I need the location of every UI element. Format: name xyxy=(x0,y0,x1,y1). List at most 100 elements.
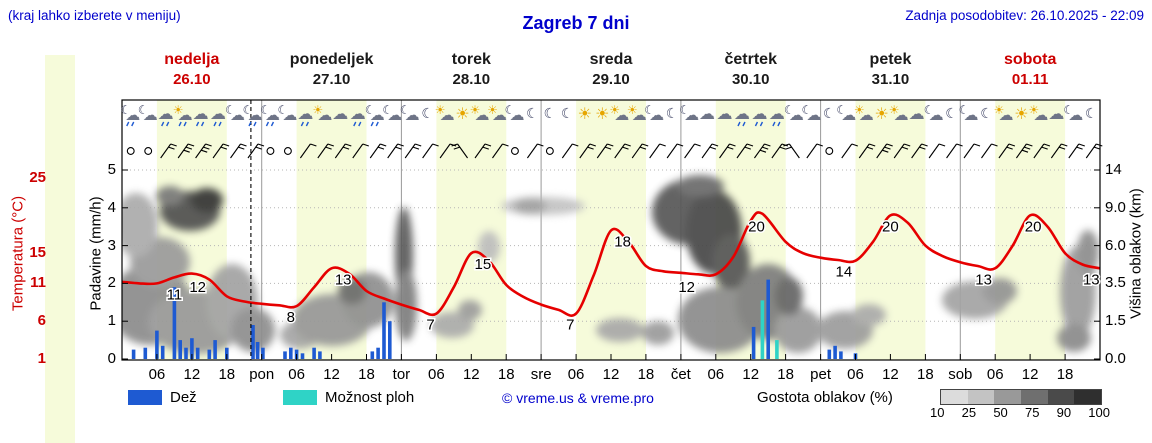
cloud-density-gradient xyxy=(940,389,1102,405)
density-tick: 100 xyxy=(1088,405,1110,420)
svg-text:18: 18 xyxy=(614,234,631,251)
density-tick: 10 xyxy=(930,405,945,420)
x-axis-label: 12 xyxy=(323,366,340,383)
svg-text:☀: ☀ xyxy=(578,104,592,123)
cloud-density-ticks: 10 25 50 75 90 100 xyxy=(930,405,1110,420)
day-headers: nedelja 26.10 ponedeljek 27.10 torek 28.10… xyxy=(122,50,1100,89)
wind-barbs xyxy=(126,143,1103,159)
day-name: petek xyxy=(869,51,912,68)
svg-text:☀: ☀ xyxy=(1014,104,1028,123)
svg-text:☁: ☁ xyxy=(405,106,420,124)
svg-text:14: 14 xyxy=(836,264,853,281)
day-date: 01.11 xyxy=(1011,71,1049,88)
svg-text:☁: ☁ xyxy=(475,106,490,124)
day-name: sreda xyxy=(589,51,633,68)
svg-text:☾: ☾ xyxy=(544,106,557,122)
ctick-value: 1.5 xyxy=(1105,312,1126,330)
svg-text:☾: ☾ xyxy=(421,106,434,122)
svg-text:☾: ☾ xyxy=(666,106,679,122)
day-date: 28.10 xyxy=(452,71,491,88)
svg-text:☾: ☾ xyxy=(836,103,847,117)
temperature-curve xyxy=(122,211,1100,317)
copyright-link[interactable]: © vreme.us & vreme.pro xyxy=(502,390,654,406)
day-name: sobota xyxy=(1003,51,1057,68)
svg-text:☁: ☁ xyxy=(125,106,140,124)
cloud-density-label: Gostota oblakov (%) xyxy=(757,389,893,406)
svg-text:☁: ☁ xyxy=(509,106,524,124)
rain-legend-label: Dež xyxy=(170,389,197,406)
svg-text:☁: ☁ xyxy=(492,106,507,124)
day-header: sobota 01.11 xyxy=(960,50,1100,89)
svg-text:20: 20 xyxy=(748,218,765,235)
left-accent-strip xyxy=(45,55,75,443)
svg-text:☾: ☾ xyxy=(382,103,393,117)
day-header: torek 28.10 xyxy=(401,50,541,89)
x-axis-label: 12 xyxy=(462,366,480,383)
x-axis-label: 12 xyxy=(742,366,760,383)
svg-text:7: 7 xyxy=(566,317,574,334)
ctick-value: 6.0 xyxy=(1105,236,1126,254)
svg-text:11: 11 xyxy=(167,286,183,303)
ctick-value: 9.0 xyxy=(1105,198,1126,216)
day-bands xyxy=(156,100,1066,360)
svg-text:☁: ☁ xyxy=(193,104,209,123)
svg-text:☾: ☾ xyxy=(959,103,970,117)
svg-text:13: 13 xyxy=(1083,271,1100,288)
svg-text:☁: ☁ xyxy=(841,106,856,124)
day-name: nedelja xyxy=(164,51,220,68)
svg-text:12: 12 xyxy=(189,279,206,296)
x-axis-label: čet xyxy=(670,366,691,383)
ctick-value: 3.5 xyxy=(1105,274,1126,292)
svg-text:☁: ☁ xyxy=(230,106,245,124)
svg-text:☾: ☾ xyxy=(120,103,131,117)
svg-text:☀: ☀ xyxy=(595,104,609,123)
svg-text:☀: ☀ xyxy=(875,104,889,123)
x-axis-label: 06 xyxy=(986,366,1004,383)
showers-legend-swatch xyxy=(283,390,317,405)
svg-text:☀: ☀ xyxy=(627,103,638,117)
temp-value-labels: 11 12 8 13 7 15 7 18 12 20 14 20 13 20 13 xyxy=(165,217,1101,335)
svg-text:☀: ☀ xyxy=(994,103,1005,117)
density-tick: 75 xyxy=(1024,405,1040,420)
svg-text:☁: ☁ xyxy=(632,106,647,124)
axis-tick-marks xyxy=(122,169,1100,360)
svg-text:☁: ☁ xyxy=(370,106,385,124)
svg-text:☁: ☁ xyxy=(158,104,174,123)
svg-text:☾: ☾ xyxy=(1063,103,1074,117)
x-axis-label: sob xyxy=(948,366,973,383)
svg-text:☾: ☾ xyxy=(365,103,376,117)
svg-text:☀: ☀ xyxy=(889,103,900,117)
ptick-value: 0 xyxy=(107,350,116,367)
svg-text:☀: ☀ xyxy=(1028,103,1039,117)
svg-text:☁: ☁ xyxy=(859,106,874,124)
svg-text:☁: ☁ xyxy=(210,104,226,123)
svg-text:☁: ☁ xyxy=(332,104,348,123)
x-axis-label: 18 xyxy=(637,366,655,383)
showers-legend-label: Možnost ploh xyxy=(325,389,415,406)
svg-text:☾: ☾ xyxy=(138,103,149,117)
svg-text:☾: ☾ xyxy=(243,103,254,117)
x-axis-label: 06 xyxy=(567,366,585,383)
svg-text:☁: ☁ xyxy=(699,104,715,123)
ptick-value: 3 xyxy=(107,236,116,254)
ptick-value: 4 xyxy=(107,198,116,216)
density-tick: 25 xyxy=(961,405,977,420)
day-name: torek xyxy=(451,51,491,68)
ctick-value: 0.0 xyxy=(1105,350,1126,367)
svg-text:☁: ☁ xyxy=(717,104,733,123)
svg-text:☾: ☾ xyxy=(980,106,993,122)
page-title: Zagreb 7 dni xyxy=(522,13,630,33)
weather-icons: ☾☁☾☁ ☁ ☀☁ ☁ ☁ ☾☁☾☁☾☁☾☁ ☁ ☀☁ ☁ ☁ ☾☁☾☁☾☁ ☾ ☀☁ ☀ ☀☁☀☁☾☁ ☾ ☾… xyxy=(120,103,1098,127)
svg-text:☁: ☁ xyxy=(806,106,821,124)
last-update-text: Zadnja posodobitev: 26.10.2025 - 22:09 xyxy=(905,8,1144,23)
x-axis-label: 18 xyxy=(917,366,934,383)
svg-text:☁: ☁ xyxy=(998,106,1013,124)
svg-text:☁: ☁ xyxy=(1033,106,1048,124)
svg-text:☾: ☾ xyxy=(801,103,812,117)
svg-text:☀: ☀ xyxy=(854,103,865,117)
svg-text:☾: ☾ xyxy=(225,103,236,117)
svg-text:☁: ☁ xyxy=(178,106,193,124)
svg-text:20: 20 xyxy=(1025,218,1042,235)
x-axis-label: 18 xyxy=(777,366,794,383)
svg-text:☁: ☁ xyxy=(614,106,629,124)
